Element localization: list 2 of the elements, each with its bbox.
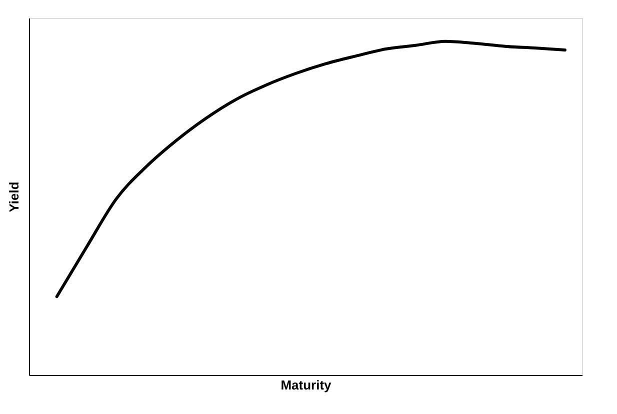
x-axis-title: Maturity [280,378,332,392]
y-axis-title: Yield [6,182,22,212]
